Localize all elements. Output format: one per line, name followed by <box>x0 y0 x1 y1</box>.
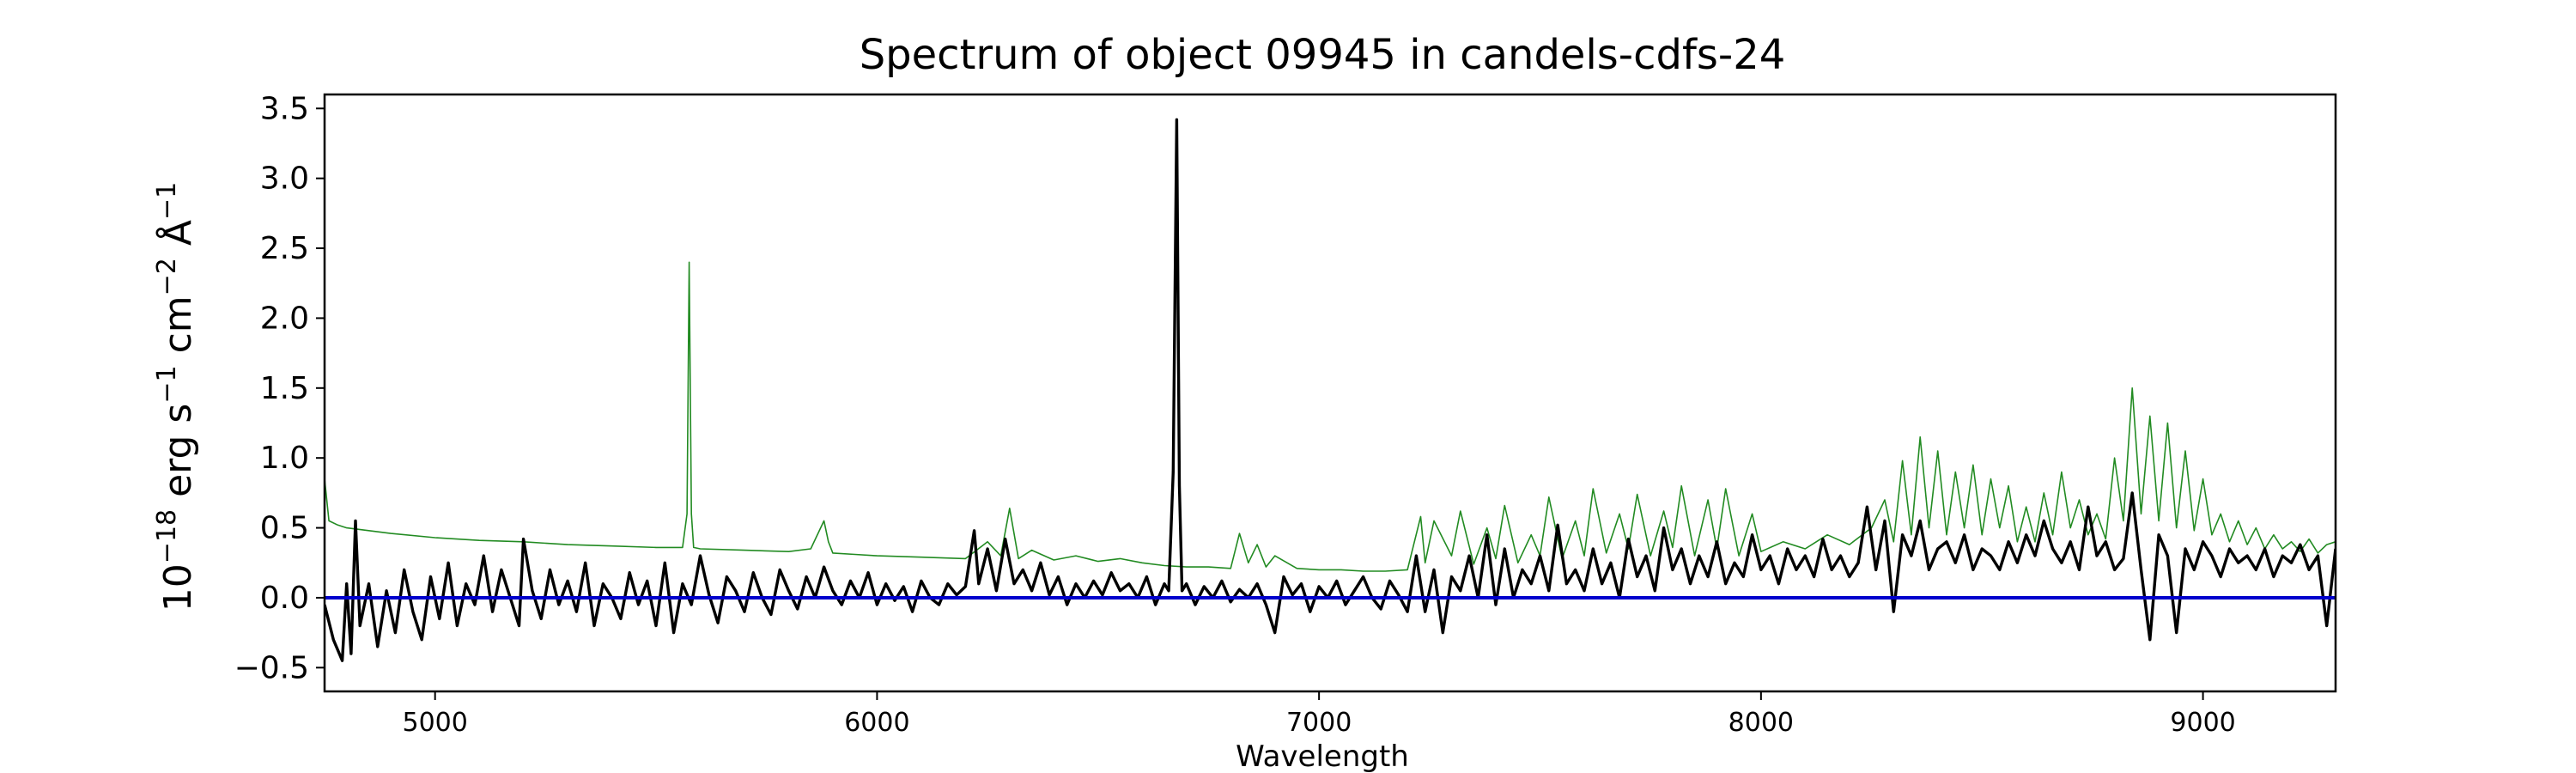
x-tick-label: 5000 <box>403 708 468 738</box>
y-tick-label: 0.0 <box>260 581 309 616</box>
svg-text:10−18 erg s−1 cm−2 Å−1: 10−18 erg s−1 cm−2 Å−1 <box>152 182 200 612</box>
chart-title: Spectrum of object 09945 in candels-cdfs… <box>860 31 1786 79</box>
y-tick-label: 1.5 <box>260 371 309 406</box>
x-tick-label: 8000 <box>1728 708 1794 738</box>
y-tick-label: 2.0 <box>260 301 309 336</box>
spectrum-line <box>325 118 2336 662</box>
y-tick-label: 1.0 <box>260 441 309 476</box>
x-tick-label: 9000 <box>2170 708 2235 738</box>
y-tick-label: 3.5 <box>260 91 309 126</box>
plot-area: −0.5 0.0 0.5 1.0 1.5 2.0 2.5 3.0 3.5 5000 6000 7000… <box>234 91 2337 738</box>
y-tick-label: −0.5 <box>234 650 309 685</box>
y-tick-label: 0.5 <box>260 511 309 546</box>
x-tick-label: 7000 <box>1286 708 1352 738</box>
y-tick-label: 3.0 <box>260 161 309 197</box>
x-axis-label: Wavelength <box>1236 740 1409 773</box>
y-tick-label: 2.5 <box>260 231 309 266</box>
sky-line <box>325 261 2336 572</box>
x-tick-label: 6000 <box>844 708 909 738</box>
data-layer <box>325 118 2336 662</box>
plot-frame <box>323 93 2337 693</box>
y-axis-label: 10−18 erg s−1 cm−2 Å−1 <box>152 182 200 612</box>
